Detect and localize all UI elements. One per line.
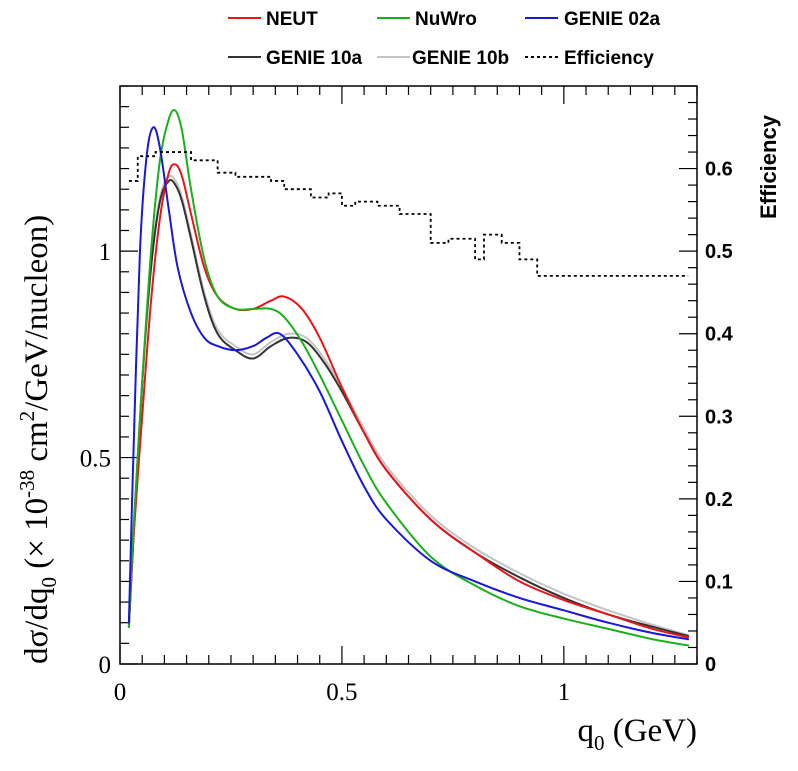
plot-frame — [119, 85, 698, 665]
efficiency-histogram — [128, 151, 689, 277]
tick-labels: 0 0.5 1 0 0.5 1 0 0.1 0.2 0.3 0.4 0.5 0.6 — [80, 159, 734, 706]
legend-label-genie-02a: GENIE 02a — [564, 9, 661, 30]
x-axis-title: q0 (GeV) — [577, 713, 697, 755]
legend-label-genie-10b: GENIE 10b — [412, 48, 509, 69]
legend-label-neut: NEUT — [266, 9, 318, 30]
x-axis-title-main: q — [577, 713, 594, 749]
y-axis-title-a: dσ/dq — [19, 588, 55, 664]
series-line-genie-10b — [127, 174, 690, 637]
legend-label-genie-10a: GENIE 10a — [266, 48, 363, 69]
x-tick-label: 0 — [114, 679, 127, 706]
y2-tick-label: 0.5 — [705, 241, 733, 263]
y-axis-title-g: /GeV/nucleon) — [19, 215, 55, 411]
legend-label-efficiency: Efficiency — [564, 48, 654, 69]
y-axis-title-b: 0 — [37, 577, 61, 588]
y-axis-title-f: 2 — [15, 411, 39, 422]
y-tick-label: 0.5 — [80, 446, 111, 473]
series-line-genie-10a — [127, 178, 690, 637]
x-tick-label: 0.5 — [326, 679, 357, 706]
x-axis-title-unit: (GeV) — [604, 713, 697, 749]
series-layer — [127, 109, 690, 647]
x-axis-title-sub: 0 — [594, 731, 605, 755]
y2-tick-label: 0.4 — [705, 324, 734, 346]
series-line-genie-02a — [127, 126, 690, 641]
y2-axis-title: Efficiency — [756, 114, 781, 219]
series-line-neut — [127, 163, 690, 639]
ticks — [119, 85, 698, 665]
series-line-nuwro — [127, 109, 690, 647]
y-tick-label: 1 — [99, 239, 112, 266]
y-axis-title: dσ/dq0 (× 10-38 cm2/GeV/nucleon) — [15, 215, 61, 664]
y2-tick-label: 0.1 — [705, 571, 733, 593]
y2-tick-label: 0.6 — [705, 159, 733, 181]
legend-label-nuwro: NuWro — [415, 9, 477, 30]
legend: NEUT NuWro GENIE 02a GENIE 10a GENIE 10b… — [228, 9, 661, 69]
efficiency-layer — [128, 151, 689, 277]
x-tick-label: 1 — [558, 679, 571, 706]
y2-tick-label: 0 — [705, 654, 716, 676]
y2-tick-label: 0.2 — [705, 489, 733, 511]
y-tick-label: 0 — [99, 652, 112, 679]
y-axis-title-d: -38 — [15, 470, 39, 498]
y-axis-title-c: (× 10 — [19, 498, 55, 577]
y-axis-title-e: cm — [19, 421, 55, 470]
y2-tick-label: 0.3 — [705, 406, 733, 428]
